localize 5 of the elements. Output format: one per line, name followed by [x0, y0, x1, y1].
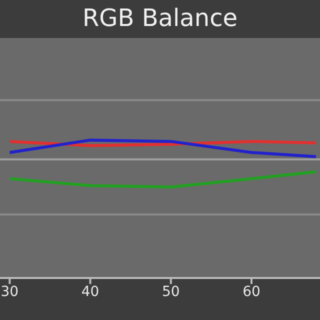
x-tick-label: 60 — [242, 284, 260, 300]
x-tick-label: 50 — [162, 284, 180, 300]
x-tick-label: 40 — [81, 284, 100, 300]
x-tick-label: 30 — [0, 284, 19, 300]
chart-title: RGB Balance — [81, 4, 239, 32]
